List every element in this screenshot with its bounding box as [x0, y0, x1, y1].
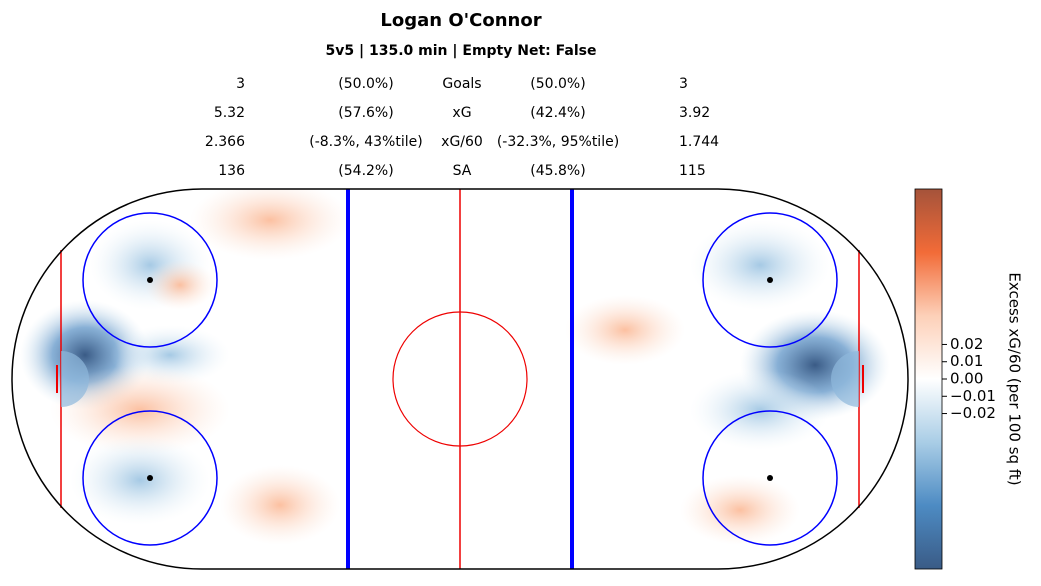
stat-cell: (-8.3%, 43%tile) — [309, 134, 422, 150]
subtitle: 5v5 | 135.0 min | Empty Net: False — [326, 43, 597, 59]
stat-cell: (45.8%) — [530, 163, 585, 179]
stat-cell: SA — [453, 163, 472, 179]
stat-cell: (-32.3%, 95%tile) — [497, 134, 619, 150]
colorbar-tick-label: −0.01 — [950, 387, 996, 405]
rink — [11, 188, 909, 570]
stat-cell: Goals — [442, 76, 481, 92]
stat-cell: (50.0%) — [530, 76, 585, 92]
colorbar-tick-label: 0.02 — [950, 335, 983, 353]
colorbar-label: Excess xG/60 (per 100 sq ft) — [1006, 272, 1024, 485]
colorbar-axis: 0.020.010.00−0.01−0.02 — [942, 335, 996, 422]
stat-cell: 2.366 — [205, 134, 245, 150]
stat-cell: (57.6%) — [338, 105, 393, 121]
title: Logan O'Connor — [380, 10, 541, 31]
colorbar-tick-label: 0.00 — [950, 370, 983, 388]
stat-cell: 3 — [679, 76, 688, 92]
stat-cell: 115 — [679, 163, 706, 179]
stats-table: 3 (50.0%) Goals (50.0%) 3 5.32 (57.6%) xG (42.4%… — [205, 76, 719, 179]
stat-cell: xG — [452, 105, 471, 121]
colorbar-tick-label: 0.01 — [950, 352, 983, 370]
stat-cell: (42.4%) — [530, 105, 585, 121]
colorbar — [914, 188, 943, 570]
stat-cell: xG/60 — [441, 134, 483, 150]
stat-cell: 3.92 — [679, 105, 710, 121]
colorbar-tick-label: −0.02 — [950, 404, 996, 422]
stat-cell: 136 — [218, 163, 245, 179]
heatmap — [20, 189, 890, 545]
stat-cell: 5.32 — [214, 105, 245, 121]
stat-cell: 3 — [236, 76, 245, 92]
stat-cell: (54.2%) — [338, 163, 393, 179]
stat-cell: (50.0%) — [338, 76, 393, 92]
stat-cell: 1.744 — [679, 134, 719, 150]
